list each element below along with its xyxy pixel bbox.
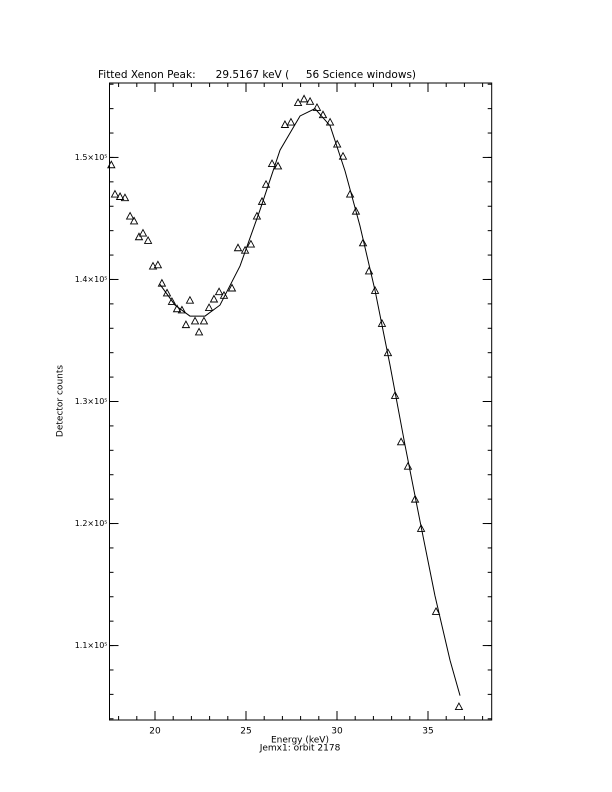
x-axis-label: Energy (keV)	[271, 736, 329, 746]
data-point	[204, 303, 214, 311]
x-tick-label: 30	[331, 727, 343, 737]
data-point	[351, 206, 361, 215]
data-point	[370, 286, 380, 294]
y-axis-label: Detector counts	[56, 365, 66, 437]
y-tick-label: 1.3×10⁵	[75, 397, 108, 406]
fit-line	[159, 108, 461, 696]
data-point	[267, 159, 277, 167]
data-point	[312, 102, 322, 111]
data-point	[454, 702, 464, 711]
data-point	[431, 606, 441, 615]
data-point	[325, 117, 335, 126]
y-tick-label: 1.2×10⁵	[75, 519, 108, 528]
data-point	[177, 305, 187, 314]
data-point	[110, 189, 120, 198]
data-point	[273, 161, 283, 170]
data-point	[148, 261, 158, 270]
data-point	[199, 316, 209, 325]
data-point	[138, 228, 148, 237]
data-point	[364, 266, 374, 275]
data-point	[209, 294, 219, 303]
data-point	[246, 239, 256, 248]
data-point	[190, 316, 200, 325]
data-point	[172, 304, 182, 313]
data-point	[162, 288, 172, 297]
data-point	[153, 260, 163, 269]
data-point	[286, 117, 296, 126]
data-point	[125, 211, 135, 220]
data-point	[305, 96, 315, 105]
data-point	[396, 437, 406, 446]
data-point	[143, 235, 153, 244]
data-point	[129, 216, 139, 225]
x-tick-label: 25	[240, 727, 251, 737]
data-point	[345, 189, 355, 198]
data-point	[120, 193, 130, 202]
y-tick-label: 1.5×10⁵	[75, 153, 108, 162]
data-point	[261, 179, 271, 188]
x-tick-label: 20	[149, 727, 161, 737]
data-point	[107, 160, 116, 169]
data-point	[115, 192, 125, 200]
data-point	[299, 94, 309, 103]
data-point	[227, 283, 237, 292]
x-axis-sublabel: Jemx1: orbit 2178	[259, 744, 341, 754]
data-point	[214, 287, 224, 296]
data-point	[410, 494, 420, 503]
data-point	[194, 327, 204, 336]
data-point	[293, 98, 303, 106]
y-tick-label: 1.4×10⁵	[75, 275, 108, 284]
plot-frame	[109, 82, 493, 721]
data-point	[403, 461, 413, 470]
data-point	[157, 278, 167, 287]
data-point	[390, 390, 400, 399]
y-tick-label: 1.1×10⁵	[75, 641, 108, 650]
data-point	[338, 151, 348, 160]
data-point	[358, 238, 368, 247]
x-tick-label: 35	[422, 727, 433, 737]
data-point	[280, 120, 290, 128]
data-point	[167, 296, 177, 305]
data-point	[185, 295, 195, 304]
chart-title: Fitted Xenon Peak: 29.5167 keV ( 56 Scie…	[98, 69, 416, 81]
data-point	[233, 243, 243, 252]
data-point	[416, 523, 426, 532]
data-point	[181, 320, 191, 329]
